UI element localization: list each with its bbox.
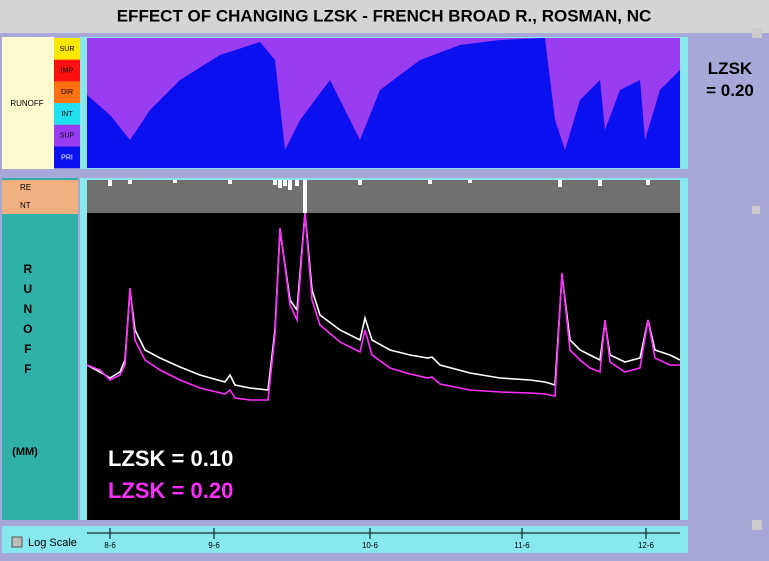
legend-swatch [54, 124, 80, 147]
window-title: EFFECT OF CHANGING LZSK - FRENCH BROAD R… [117, 6, 652, 25]
side-label: LZSK = 0.20 [706, 59, 754, 100]
x-tick-label: 9-6 [208, 541, 220, 550]
runoff-line [86, 212, 681, 391]
precip-bar [288, 180, 292, 190]
precip-bar [558, 180, 562, 187]
precip-bar [108, 180, 112, 186]
precip-bar [173, 180, 177, 183]
precip-bar [358, 180, 362, 185]
time-axis [2, 526, 688, 553]
legend-swatch [54, 38, 80, 60]
precip-bar [303, 180, 307, 213]
precip-label-area [2, 180, 78, 214]
top-label: RUNOFF [10, 99, 43, 108]
legend-label: SUP [60, 133, 75, 140]
legend-swatch [54, 103, 80, 125]
precip-bar [228, 180, 232, 184]
precip-bar [295, 180, 299, 186]
precip-bar [468, 180, 472, 183]
precip-label: NT [20, 201, 31, 210]
unit-label: (MM) [12, 446, 38, 458]
scroll-handle[interactable] [752, 28, 762, 38]
baseflow-area [87, 38, 680, 168]
runoff-line [86, 212, 680, 401]
precip-label: RE [20, 183, 31, 192]
precip-bar [278, 180, 282, 188]
precip-bar [273, 180, 277, 185]
precip-bar [646, 180, 650, 185]
legend-label: PRI [61, 154, 73, 161]
precip-strip [87, 180, 680, 213]
scroll-handle[interactable] [752, 520, 762, 530]
legend-annotation: LZSK = 0.20 [108, 478, 233, 503]
legend-swatch [54, 81, 80, 104]
top-label-area [2, 37, 54, 169]
scroll-handle[interactable] [752, 206, 760, 214]
log-scale-checkbox[interactable] [11, 536, 23, 548]
x-tick-label: 8-6 [104, 541, 116, 550]
legend-label: INT [61, 111, 73, 118]
precip-bar [598, 180, 602, 186]
legend-label: DIR [61, 89, 73, 96]
legend-swatch [54, 59, 80, 82]
y-axis-label: RUNOFF [21, 262, 35, 382]
x-tick-label: 11-6 [514, 541, 530, 550]
x-tick-label: 10-6 [362, 541, 379, 550]
precip-bar [128, 180, 132, 184]
legend-label: SUR [60, 46, 75, 53]
y-label-area [2, 178, 78, 520]
x-tick-label: 12-6 [638, 541, 655, 550]
log-scale-label: Log Scale [28, 537, 77, 549]
legend-annotation: LZSK = 0.10 [108, 446, 233, 471]
title-bar [0, 0, 769, 33]
precip-bar [283, 180, 287, 186]
legend-label: IMP [61, 68, 74, 75]
legend-swatch [54, 146, 80, 169]
precip-bar [428, 180, 432, 184]
